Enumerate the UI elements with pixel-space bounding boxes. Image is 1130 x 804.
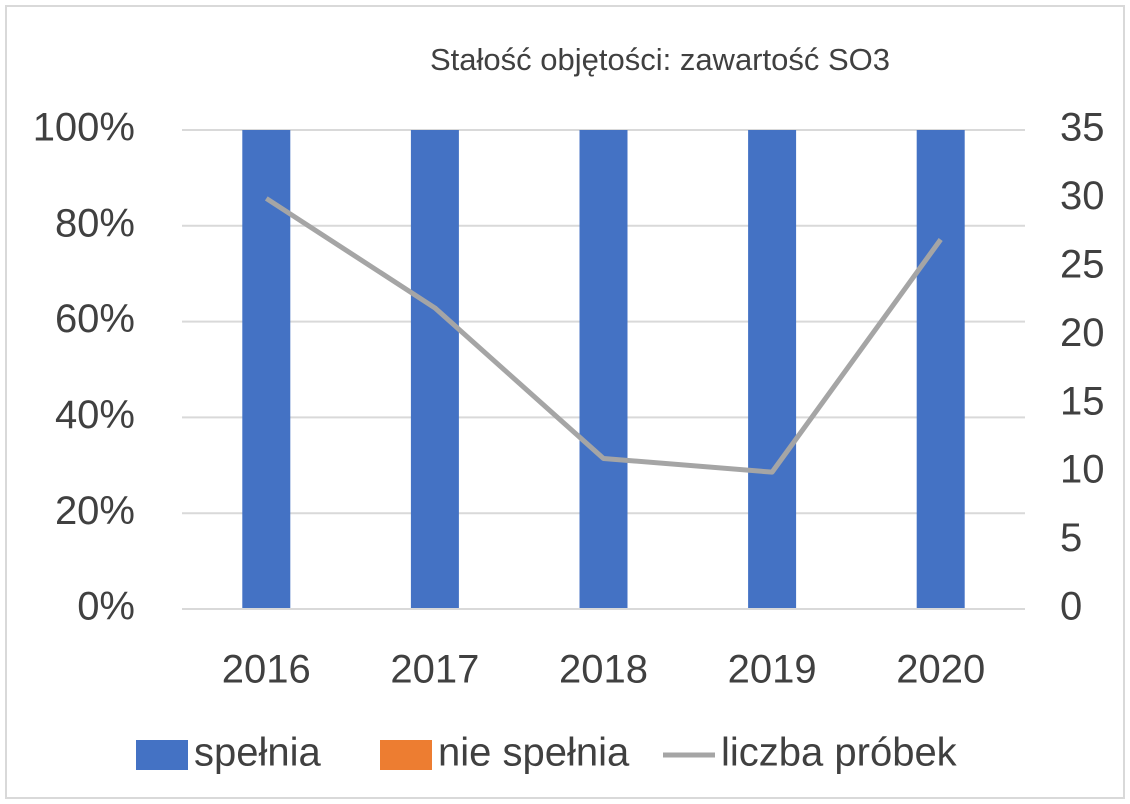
legend-label: spełnia (194, 731, 322, 775)
x-tick-label: 2017 (390, 648, 479, 692)
legend-swatch (380, 740, 432, 770)
line (264, 196, 943, 475)
y2-tick-label: 35 (1060, 106, 1105, 150)
y-tick-label: 40% (55, 393, 135, 437)
y2-tick-label: 25 (1060, 242, 1105, 286)
bar (410, 130, 459, 609)
x-tick-label: 2020 (896, 648, 985, 692)
legend-label: liczba próbek (721, 731, 958, 775)
legend-label: nie spełnia (438, 731, 630, 775)
y-tick-label: 20% (55, 489, 135, 533)
y2-tick-label: 15 (1060, 379, 1105, 423)
chart-title: Stałość objętości: zawartość SO3 (430, 42, 890, 77)
y2-tick-label: 20 (1060, 311, 1105, 355)
bar (916, 130, 965, 609)
y2-tick-label: 10 (1060, 448, 1105, 492)
bar (242, 130, 291, 609)
legend-swatch (136, 740, 188, 770)
bar (579, 130, 628, 609)
bar (748, 130, 797, 609)
y-tick-label: 80% (55, 201, 135, 245)
y-tick-label: 60% (55, 297, 135, 341)
y2-tick-label: 0 (1060, 585, 1082, 629)
y-tick-label: 100% (33, 106, 135, 150)
y-tick-label: 0% (77, 585, 135, 629)
x-tick-label: 2018 (559, 648, 648, 692)
x-tick-label: 2016 (222, 648, 311, 692)
y2-tick-label: 30 (1060, 174, 1105, 218)
y2-tick-label: 5 (1060, 516, 1082, 560)
x-tick-label: 2019 (728, 648, 817, 692)
